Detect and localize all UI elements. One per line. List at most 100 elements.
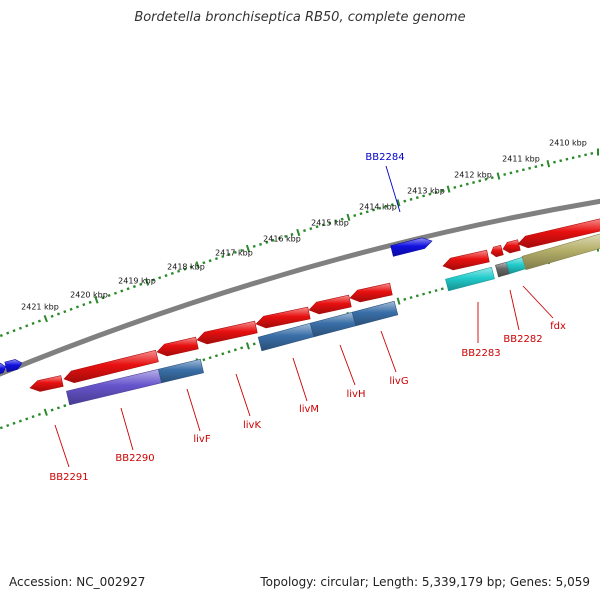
upper-scale-tick [139, 282, 143, 286]
gene-edge-blue[interactable] [4, 359, 23, 373]
lower-scale-tick [214, 354, 218, 358]
gene-bb2283[interactable] [442, 249, 490, 271]
upper-scale-tick [214, 257, 218, 261]
upper-scale-tick [113, 291, 117, 295]
lower-scale-tick [12, 421, 16, 425]
gene-bb2291[interactable] [29, 375, 64, 392]
upper-scale-tick [82, 303, 86, 307]
lower-scale-tick [396, 297, 401, 305]
lower-scale-tick [50, 408, 54, 412]
map-title: Bordetella bronchiseptica RB50, complete… [134, 10, 466, 25]
upper-scale-tick [590, 151, 594, 155]
gene-bb2290[interactable] [63, 349, 159, 384]
lower-scale-tick [415, 294, 419, 298]
kbp-label: 2414 kbp [359, 203, 397, 212]
lower-scale-tick [0, 426, 3, 430]
upper-scale-tick [521, 168, 525, 172]
upper-scale-tick [69, 307, 73, 311]
accession-text: Accession: NC_002927 [9, 575, 146, 589]
kbp-label: 2418 kbp [167, 263, 205, 272]
upper-scale-tick [56, 312, 61, 316]
kbp-label: 2410 kbp [549, 139, 587, 148]
kbp-label: 2417 kbp [215, 249, 253, 258]
leader-fdx [522, 285, 554, 319]
upper-scale-tick [0, 333, 3, 338]
upper-scale-tick [577, 154, 581, 158]
upper-scale-tick [565, 157, 569, 161]
leader-bb2290 [120, 407, 134, 451]
upper-scale-tick [309, 227, 313, 231]
kbp-label: 2411 kbp [502, 155, 540, 164]
upper-scale-tick [440, 189, 444, 193]
gene-bb2282[interactable] [502, 239, 521, 254]
upper-scale-tick [233, 250, 237, 254]
gene-features[interactable] [0, 218, 600, 406]
upper-scale-tick [126, 287, 130, 291]
upper-scale-tick [63, 310, 67, 314]
upper-scale-tick [290, 232, 294, 236]
upper-scale-tick [490, 176, 494, 180]
lower-scale-tick [18, 419, 22, 423]
upper-scale-tick [144, 278, 150, 286]
gene-livf[interactable] [156, 336, 199, 357]
lower-scale-tick [245, 342, 250, 350]
upper-scale-tick [296, 228, 301, 237]
upper-scale-tick [31, 321, 35, 325]
upper-scale-tick [303, 229, 307, 233]
lower-scale-tick [403, 297, 407, 301]
operon-livg[interactable] [351, 300, 399, 327]
gene-bb2283-small[interactable] [490, 244, 504, 258]
upper-scale-tick [101, 296, 105, 300]
upper-scale-tick [271, 238, 275, 242]
upper-scale-tick [465, 182, 469, 186]
upper-scale-tick [484, 177, 488, 181]
operon-livh[interactable] [309, 311, 357, 338]
gene-livg[interactable] [349, 282, 393, 303]
operon-livf[interactable] [158, 358, 204, 384]
upper-scale-tick [170, 271, 174, 275]
upper-tick-track [0, 148, 599, 338]
gene-livk[interactable] [196, 320, 258, 345]
upper-scale-tick [478, 179, 482, 183]
upper-scale-tick [75, 305, 80, 309]
upper-scale-tick [202, 261, 206, 265]
upper-scale-tick [151, 278, 155, 282]
upper-scale-tick [459, 184, 463, 188]
gene-fdx[interactable] [517, 218, 600, 249]
kbp-label: 2412 kbp [454, 171, 492, 180]
gene-label-livk: livK [243, 420, 261, 431]
kbp-label: 2413 kbp [407, 187, 445, 196]
upper-scale-tick [340, 217, 344, 221]
gene-edge-blue-2[interactable] [0, 362, 7, 375]
gene-label-livg: livG [389, 376, 408, 387]
leader-livf [186, 388, 201, 432]
gene-livh[interactable] [308, 294, 352, 315]
genome-stats-text: Topology: circular; Length: 5,339,179 bp… [260, 575, 590, 589]
upper-scale-tick [158, 276, 162, 280]
upper-scale-tick [534, 165, 538, 169]
upper-scale-tick [37, 319, 41, 323]
upper-scale-tick [265, 240, 269, 244]
upper-scale-tick [515, 169, 519, 173]
leader-bb2284 [385, 165, 401, 213]
gene-label-bb2282: BB2282 [503, 334, 542, 345]
lower-scale-tick [43, 408, 48, 416]
leader-bb2282 [509, 289, 520, 331]
upper-scale-tick [164, 274, 168, 278]
lower-scale-tick [428, 290, 432, 294]
gene-bb2284[interactable] [390, 237, 433, 257]
upper-scale-tick [509, 171, 513, 175]
label-leaders [54, 165, 554, 468]
operon-fdx[interactable] [521, 233, 600, 271]
upper-scale-tick [409, 197, 413, 201]
kbp-label: 2415 kbp [311, 219, 349, 228]
operon-bb2283[interactable] [445, 266, 495, 292]
lower-scale-tick [221, 352, 225, 356]
gene-label-bb2283: BB2283 [461, 348, 500, 359]
upper-scale-tick [359, 212, 363, 216]
upper-scale-tick [259, 242, 263, 246]
upper-scale-tick [245, 244, 250, 252]
gene-livm[interactable] [255, 306, 311, 329]
